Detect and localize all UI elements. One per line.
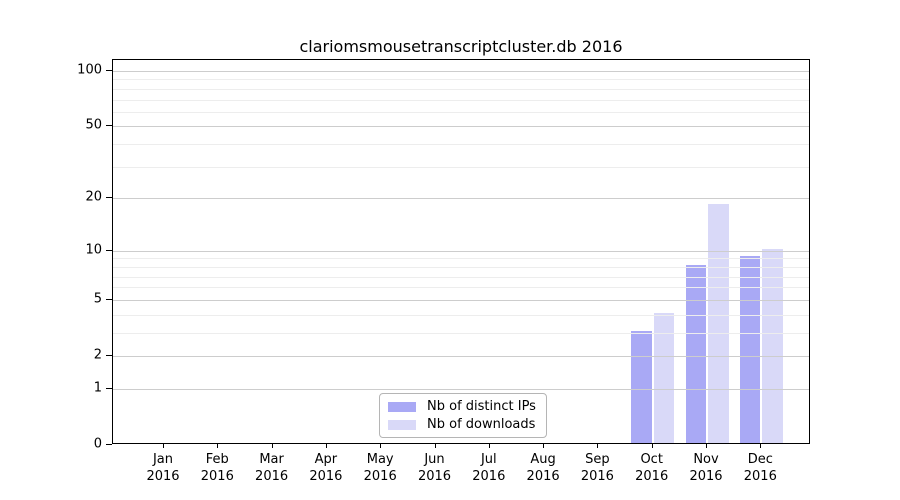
x-tick-label-mar: Mar 2016	[255, 452, 289, 484]
x-tick-label-nov: Nov 2016	[689, 452, 723, 484]
x-tick-label-sep: Sep 2016	[580, 452, 614, 484]
x-tick-mark-mar	[271, 444, 273, 448]
y-tick-label-10: 10	[85, 242, 102, 258]
x-tick-label-may: May 2016	[363, 452, 397, 484]
y-tick-label-1: 1	[93, 380, 102, 396]
y-tick-mark-1	[106, 387, 112, 389]
y-tick-label-5: 5	[93, 291, 102, 307]
gridline-4	[113, 314, 809, 316]
plot-area: Nb of distinct IPs Nb of downloads	[112, 59, 810, 444]
x-tick-label-jan: Jan 2016	[146, 452, 180, 484]
y-tick-mark-10	[106, 249, 112, 251]
x-tick-mark-aug	[543, 444, 545, 448]
bar-nb-of-distinct-ips-dec	[739, 256, 761, 443]
y-tick-label-2: 2	[93, 347, 102, 363]
x-tick-label-jun: Jun 2016	[417, 452, 452, 484]
bar-nb-of-downloads-dec	[762, 248, 783, 443]
legend-label-downloads: Nb of downloads	[427, 417, 536, 432]
gridline-9	[113, 258, 809, 260]
x-tick-mark-apr	[325, 444, 327, 448]
x-tick-label-aug: Aug 2016	[526, 452, 560, 484]
grid-layer	[113, 60, 809, 443]
legend-label-distinct-ips: Nb of distinct IPs	[427, 399, 536, 414]
gridline-70	[113, 99, 809, 101]
gridline-6	[113, 287, 809, 289]
gridline-40	[113, 144, 809, 146]
gridline-100	[113, 71, 809, 72]
legend: Nb of distinct IPs Nb of downloads	[379, 393, 547, 438]
y-tick-mark-20	[106, 197, 112, 199]
gridline-80	[113, 88, 809, 90]
x-tick-mark-feb	[217, 444, 219, 448]
gridline-3	[113, 332, 809, 334]
y-tick-label-0: 0	[93, 436, 102, 452]
y-tick-mark-5	[106, 298, 112, 300]
bar-nb-of-downloads-nov	[708, 204, 729, 443]
x-tick-mark-dec	[760, 444, 762, 448]
gridline-90	[113, 79, 809, 81]
x-tick-mark-may	[380, 444, 382, 448]
y-tick-mark-0	[106, 444, 112, 445]
x-tick-mark-nov	[706, 444, 707, 448]
x-tick-label-apr: Apr 2016	[309, 452, 343, 484]
x-tick-mark-oct	[651, 444, 653, 448]
y-tick-label-50: 50	[85, 117, 102, 133]
y-tick-label-100: 100	[77, 62, 102, 78]
bar-nb-of-distinct-ips-oct	[631, 330, 652, 443]
x-tick-mark-jun	[434, 444, 436, 448]
bars-layer	[113, 60, 809, 443]
x-tick-label-feb: Feb 2016	[200, 452, 234, 484]
legend-item-downloads: Nb of downloads	[388, 416, 546, 434]
bar-nb-of-downloads-oct	[653, 312, 675, 443]
gridline-8	[113, 266, 809, 268]
chart-title: clariomsmousetranscriptcluster.db 2016	[299, 37, 623, 56]
y-tick-mark-100	[106, 70, 112, 71]
legend-swatch-downloads	[388, 420, 416, 430]
x-tick-label-dec: Dec 2016	[743, 452, 777, 484]
gridline-5	[113, 299, 809, 301]
x-tick-mark-sep	[597, 444, 599, 448]
x-tick-label-jul: Jul 2016	[472, 452, 506, 484]
gridline-7	[113, 276, 809, 278]
x-tick-mark-jan	[163, 444, 164, 448]
x-tick-mark-jul	[488, 444, 490, 448]
gridline-30	[113, 166, 809, 168]
y-tick-mark-50	[106, 125, 112, 127]
gridline-10	[113, 250, 809, 252]
bar-nb-of-distinct-ips-nov	[685, 264, 706, 443]
legend-swatch-distinct-ips	[388, 402, 416, 412]
y-tick-label-20: 20	[85, 189, 102, 205]
gridline-1	[113, 388, 809, 390]
y-tick-mark-2	[106, 355, 112, 356]
x-tick-label-oct: Oct 2016	[635, 452, 669, 484]
gridline-50	[113, 126, 809, 128]
gridline-20	[113, 198, 809, 200]
legend-item-distinct-ips: Nb of distinct IPs	[388, 398, 546, 416]
gridline-2	[113, 356, 809, 357]
gridline-60	[113, 111, 809, 113]
